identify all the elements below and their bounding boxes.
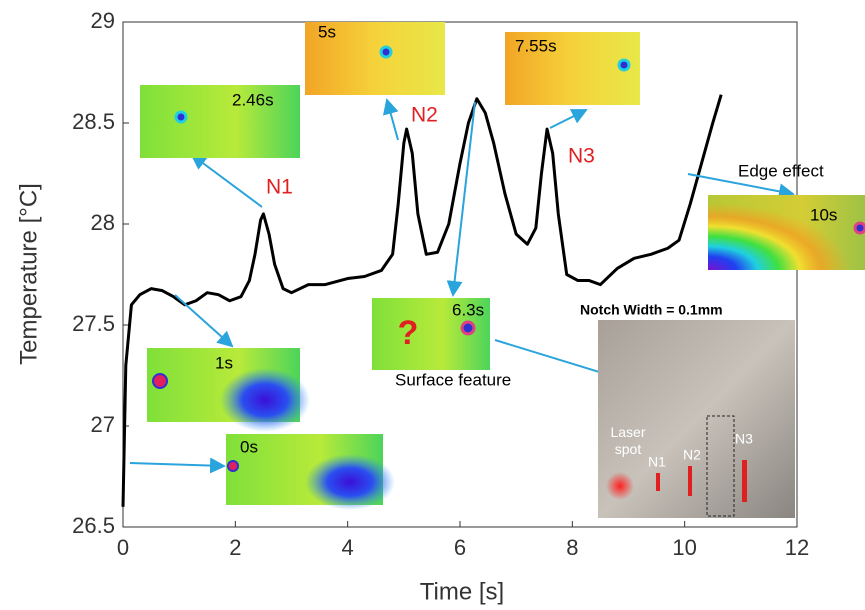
y-tick-label: 27 <box>91 412 115 437</box>
peak-label: N2 <box>411 104 438 127</box>
x-tick-label: 12 <box>785 535 809 560</box>
x-tick-label: 2 <box>229 535 241 560</box>
surface-feature-label: Surface feature <box>395 370 511 389</box>
frame-label: 1s <box>215 353 233 372</box>
frame-label: 7.55s <box>515 36 557 55</box>
peak-label: N1 <box>266 176 293 199</box>
arrow <box>190 153 263 208</box>
frame-7.55s: 7.55s <box>505 32 640 105</box>
arrow <box>174 294 234 348</box>
arrow <box>382 98 399 141</box>
y-tick-label: 26.5 <box>72 513 115 538</box>
x-tick-label: 6 <box>454 535 466 560</box>
notch-label: N3 <box>735 431 753 447</box>
frame-0s: 0s <box>226 434 395 510</box>
frame-5s: 5s <box>305 22 445 95</box>
laser-spot-label: Laser spot <box>610 424 646 457</box>
x-tick-label: 10 <box>672 535 696 560</box>
frame-2.46s: 2.46s <box>140 85 300 158</box>
frame-label: 10s <box>810 205 837 224</box>
specimen-photo: N1 N2 N3 <box>598 320 795 518</box>
frame-label: 6.3s <box>452 300 484 319</box>
x-tick-label: 0 <box>117 535 129 560</box>
y-tick-label: 27.5 <box>72 311 115 336</box>
photo-title: Notch Width = 0.1mm <box>580 302 723 318</box>
frame-label: 0s <box>240 437 258 456</box>
frame-label: 5s <box>318 22 336 41</box>
frame-label: 2.46s <box>232 90 274 109</box>
y-tick-label: 28.5 <box>72 109 115 134</box>
frame-1s: 1s <box>147 348 310 432</box>
notch-label: N1 <box>648 454 666 470</box>
question-mark: ? <box>398 314 419 352</box>
edge-effect-label: Edge effect <box>738 161 824 180</box>
arrow <box>687 173 795 200</box>
x-tick-label: 4 <box>342 535 354 560</box>
arrow <box>549 109 588 129</box>
notch-label: N2 <box>683 447 701 463</box>
y-tick-label: 28 <box>91 210 115 235</box>
frame-6.3s: 6.3s ? <box>372 298 490 370</box>
x-axis-label: Time [s] <box>420 578 504 605</box>
arrow <box>129 457 226 474</box>
x-tick-label: 8 <box>566 535 578 560</box>
arrow <box>446 101 476 297</box>
temperature-line <box>121 94 723 507</box>
frame-10s: 10s <box>708 195 865 270</box>
y-tick-label: 29 <box>91 8 115 33</box>
peak-label: N3 <box>568 145 595 168</box>
y-axis-label: Temperature [°C] <box>15 183 42 365</box>
